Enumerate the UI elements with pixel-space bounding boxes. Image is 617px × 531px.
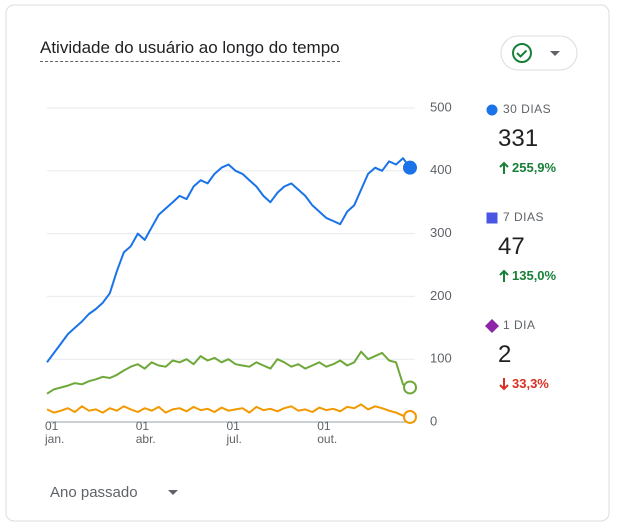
period-select[interactable]: Ano passado: [50, 484, 138, 501]
legend-marker: [486, 104, 498, 116]
end-point: [403, 160, 417, 175]
x-tick-label: 01 jul.: [226, 419, 242, 446]
x-tick-label: 01 out.: [317, 419, 338, 446]
metric-value: 2: [498, 341, 512, 368]
check-mark: [516, 49, 528, 58]
legend-marker: [485, 319, 499, 333]
series-line: [46, 403, 411, 418]
end-point: [403, 409, 417, 424]
y-tick-label: 400: [430, 162, 452, 177]
legend-marker: [486, 212, 498, 224]
metric-change: 135,0%: [512, 268, 557, 283]
legend-label: 7 DIAS: [503, 210, 545, 224]
metric-change: 255,9%: [512, 160, 557, 175]
change-arrow: [499, 161, 509, 174]
series-line: [46, 350, 411, 395]
x-tick-label: 01 abr.: [135, 419, 156, 446]
y-tick-label: 500: [430, 99, 452, 114]
metric-value: 331: [498, 125, 539, 152]
y-tick-label: 300: [430, 225, 452, 240]
card-border: [5, 4, 610, 522]
change-arrow: [499, 269, 509, 282]
x-tick-label: 01 jan.: [45, 419, 65, 446]
y-tick-label: 0: [430, 413, 437, 428]
change-arrow: [499, 378, 509, 391]
metric-value: 47: [498, 233, 525, 260]
check-icon: [512, 43, 532, 63]
footer-arrow[interactable]: [168, 490, 178, 495]
series-line: [46, 157, 411, 363]
y-tick-label: 200: [430, 288, 452, 303]
end-point: [403, 380, 417, 395]
card-title: Atividade do usuário ao longo do tempo: [40, 38, 340, 62]
legend-label: 30 DIAS: [503, 102, 552, 116]
y-tick-label: 100: [430, 351, 452, 366]
dropdown-arrow: [550, 51, 560, 56]
legend-label: 1 DIA: [503, 318, 536, 332]
metric-change: 33,3%: [512, 376, 549, 391]
